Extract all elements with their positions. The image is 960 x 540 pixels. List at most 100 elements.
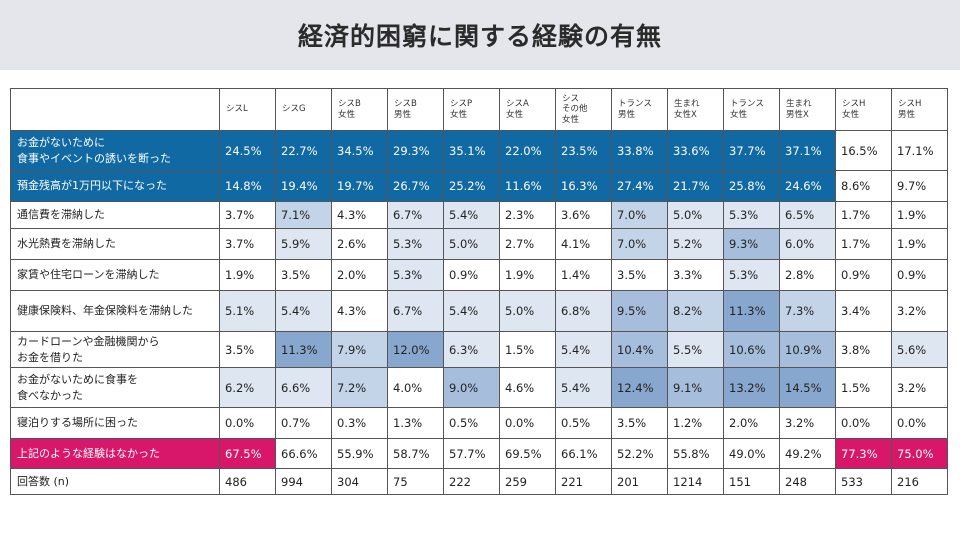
data-cell: 0.9% <box>443 259 500 291</box>
data-cell: 6.0% <box>779 228 836 260</box>
column-header: トランス 女性 <box>723 88 780 131</box>
data-cell: 52.2% <box>611 438 668 469</box>
data-cell: 25.8% <box>723 170 780 202</box>
data-cell: 2.0% <box>723 407 780 439</box>
table-row: 通信費を滞納した 3.7% 7.1% 4.3% 6.7% 5.4% 2.3% 3.6% 7.0%… <box>10 201 948 229</box>
data-cell: 8.2% <box>667 290 724 332</box>
data-cell: 0.7% <box>275 407 332 439</box>
table-row: 回答数 (n) 486 994 304 75 222 259 221 201 1214 151 248… <box>10 468 948 495</box>
data-cell: 11.6% <box>499 170 556 202</box>
data-cell: 7.2% <box>331 367 388 408</box>
data-cell: 24.5% <box>219 130 276 171</box>
data-cell: 1.9% <box>219 259 276 291</box>
data-cell: 5.3% <box>387 228 444 260</box>
data-cell: 11.3% <box>723 290 780 332</box>
data-cell: 2.6% <box>331 228 388 260</box>
data-cell: 0.5% <box>555 407 612 439</box>
data-cell: 6.5% <box>779 201 836 229</box>
data-cell: 7.0% <box>611 228 668 260</box>
data-cell: 49.0% <box>723 438 780 469</box>
data-cell: 23.5% <box>555 130 612 171</box>
data-cell: 5.4% <box>555 367 612 408</box>
data-cell: 9.0% <box>443 367 500 408</box>
data-cell: 5.6% <box>891 331 948 368</box>
row-label: 健康保険料、年金保険料を滞納した <box>10 290 220 332</box>
table-body: お金がないために 食事やイベントの誘いを断った 24.5% 22.7% 34.5% 29… <box>10 130 948 495</box>
data-cell: 259 <box>499 468 556 495</box>
data-cell: 33.8% <box>611 130 668 171</box>
data-cell: 5.4% <box>275 290 332 332</box>
data-cell: 9.7% <box>891 170 948 202</box>
data-cell: 21.7% <box>667 170 724 202</box>
data-cell: 4.3% <box>331 290 388 332</box>
table-row: 水光熱費を滞納した 3.7% 5.9% 2.6% 5.3% 5.0% 2.7% 4.1% 7.0… <box>10 228 948 260</box>
data-cell: 24.6% <box>779 170 836 202</box>
data-cell: 994 <box>275 468 332 495</box>
data-cell: 0.0% <box>219 407 276 439</box>
data-cell: 4.3% <box>331 201 388 229</box>
data-cell: 6.6% <box>275 367 332 408</box>
column-header: シスG <box>275 88 332 131</box>
data-cell: 57.7% <box>443 438 500 469</box>
data-cell: 9.5% <box>611 290 668 332</box>
table-row: 健康保険料、年金保険料を滞納した 5.1% 5.4% 4.3% 6.7% 5.4% 5.0%… <box>10 290 948 332</box>
header-row: シスL シスG シスB 女性 シスB 男性 シスP 女性 シスA 女性 シス その他 女性ト… <box>10 88 948 131</box>
row-label: 上記のような経験はなかった <box>10 438 220 469</box>
column-header: シスB 男性 <box>387 88 444 131</box>
data-cell: 7.3% <box>779 290 836 332</box>
row-label: 預金残高が1万円以下になった <box>10 170 220 202</box>
data-cell: 1.7% <box>835 201 892 229</box>
data-cell: 5.4% <box>443 290 500 332</box>
data-cell: 0.0% <box>835 407 892 439</box>
title-band: 経済的困窮に関する経験の有無 <box>0 0 960 70</box>
column-header: シスB 女性 <box>331 88 388 131</box>
data-cell: 222 <box>443 468 500 495</box>
data-cell: 66.6% <box>275 438 332 469</box>
data-cell: 4.0% <box>387 367 444 408</box>
data-cell: 35.1% <box>443 130 500 171</box>
data-cell: 6.7% <box>387 201 444 229</box>
row-label: 家賃や住宅ローンを滞納した <box>10 259 220 291</box>
data-cell: 4.6% <box>499 367 556 408</box>
data-cell: 2.0% <box>331 259 388 291</box>
data-cell: 5.3% <box>723 201 780 229</box>
data-cell: 69.5% <box>499 438 556 469</box>
data-cell: 1.9% <box>891 228 948 260</box>
data-cell: 3.3% <box>667 259 724 291</box>
column-header: シスH 男性 <box>891 88 948 131</box>
data-cell: 19.7% <box>331 170 388 202</box>
column-header: シスP 女性 <box>443 88 500 131</box>
row-label: 寝泊りする場所に困った <box>10 407 220 439</box>
row-label: カードローンや金融機関から お金を借りた <box>10 331 220 368</box>
data-cell: 9.3% <box>723 228 780 260</box>
data-cell: 29.3% <box>387 130 444 171</box>
row-label: お金がないために食事を 食べなかった <box>10 367 220 408</box>
data-cell: 3.2% <box>779 407 836 439</box>
data-cell: 201 <box>611 468 668 495</box>
data-cell: 66.1% <box>555 438 612 469</box>
data-cell: 37.1% <box>779 130 836 171</box>
data-cell: 0.9% <box>891 259 948 291</box>
page-title: 経済的困窮に関する経験の有無 <box>297 22 662 51</box>
data-cell: 4.1% <box>555 228 612 260</box>
data-cell: 16.5% <box>835 130 892 171</box>
data-cell: 7.0% <box>611 201 668 229</box>
data-cell: 5.9% <box>275 228 332 260</box>
data-cell: 26.7% <box>387 170 444 202</box>
row-label: 通信費を滞納した <box>10 201 220 229</box>
table-row: お金がないために食事を 食べなかった 6.2% 6.6% 7.2% 4.0% 9.0% 4.… <box>10 367 948 408</box>
row-label: 回答数 (n) <box>10 468 220 495</box>
row-label: お金がないために 食事やイベントの誘いを断った <box>10 130 220 171</box>
column-header: 生まれ 女性X <box>667 88 724 131</box>
data-cell: 5.5% <box>667 331 724 368</box>
data-cell: 6.3% <box>443 331 500 368</box>
data-cell: 248 <box>779 468 836 495</box>
data-cell: 10.9% <box>779 331 836 368</box>
data-cell: 1.3% <box>387 407 444 439</box>
data-cell: 221 <box>555 468 612 495</box>
data-cell: 3.5% <box>611 259 668 291</box>
data-cell: 0.9% <box>835 259 892 291</box>
data-cell: 55.9% <box>331 438 388 469</box>
data-cell: 3.5% <box>275 259 332 291</box>
data-cell: 13.2% <box>723 367 780 408</box>
